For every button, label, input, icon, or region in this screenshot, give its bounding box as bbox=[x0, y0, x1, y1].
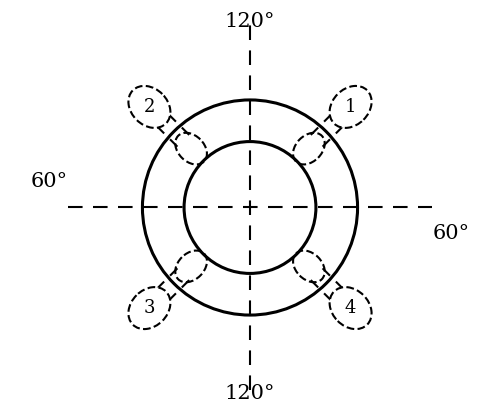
Text: 60°: 60° bbox=[432, 224, 470, 243]
Text: 4: 4 bbox=[345, 299, 356, 317]
Text: 2: 2 bbox=[144, 98, 155, 116]
Ellipse shape bbox=[330, 287, 372, 329]
Ellipse shape bbox=[128, 86, 170, 128]
Text: 60°: 60° bbox=[30, 172, 68, 191]
Text: 1: 1 bbox=[345, 98, 356, 116]
Ellipse shape bbox=[330, 86, 372, 128]
Ellipse shape bbox=[128, 287, 170, 329]
Text: 3: 3 bbox=[144, 299, 155, 317]
Text: 120°: 120° bbox=[225, 384, 275, 403]
Text: 120°: 120° bbox=[225, 12, 275, 31]
